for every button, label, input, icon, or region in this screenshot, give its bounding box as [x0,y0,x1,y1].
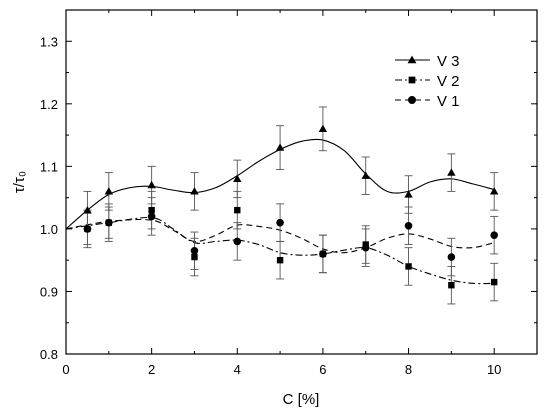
y-tick-label: 0.8 [40,347,58,362]
legend-marker-v3 [407,55,417,64]
legend: V 3 V 2 V 1 [395,53,460,110]
point-v2 [276,256,284,264]
point-v2 [405,263,412,270]
x-tick-label: 2 [148,362,155,377]
point-v1 [490,231,498,239]
error-bars [83,106,499,305]
point-v3 [489,187,499,195]
y-tick-label: 1.2 [40,97,58,112]
point-v3 [404,190,413,198]
point-v3 [104,187,114,195]
point-v3 [275,143,285,151]
point-v1 [404,221,413,230]
x-tick-label: 0 [62,362,69,377]
point-v1 [447,253,456,261]
legend-label-v3: V 3 [437,53,460,70]
point-v3 [361,171,370,179]
data-markers [83,124,499,289]
point-v1 [83,225,92,233]
x-tick-label: 10 [487,362,501,377]
x-tick-label: 6 [319,362,326,377]
point-v2 [148,206,155,214]
point-v1 [361,243,370,252]
point-v1 [105,218,113,227]
point-v3 [233,174,242,183]
y-tick-label: 1.0 [40,222,58,237]
y-tick-label: 1.1 [40,159,58,174]
point-v1 [319,250,327,258]
y-axis-title: τ/τ₀ [11,171,28,193]
point-v3 [83,205,92,214]
point-v1 [147,212,156,221]
y-tick-label: 1.3 [40,34,58,49]
x-axis-title: C [%] [283,391,320,408]
point-v2 [234,206,241,214]
point-v3 [190,187,199,195]
plot-frame [65,9,538,355]
axis-ticks: 0 2 4 6 8 10 0.8 0.9 1.0 1.1 1.2 1.3 [40,9,538,377]
point-v1 [190,247,199,255]
fit-curve-v1 [65,218,495,254]
point-v2 [490,278,498,286]
legend-label-v2: V 2 [437,73,460,90]
point-v3 [147,180,156,189]
point-v2 [448,282,455,289]
point-v1 [233,237,242,246]
fit-curve-v2 [65,216,495,285]
legend-marker-v1 [408,96,416,104]
point-v3 [318,124,328,132]
legend-label-v1: V 1 [437,93,460,110]
point-v1 [276,218,284,227]
x-tick-label: 8 [405,362,412,377]
point-v3 [447,168,456,176]
y-tick-label: 0.9 [40,284,58,299]
x-tick-label: 4 [234,362,241,377]
point-v2 [191,253,198,261]
legend-marker-v2 [408,76,416,84]
